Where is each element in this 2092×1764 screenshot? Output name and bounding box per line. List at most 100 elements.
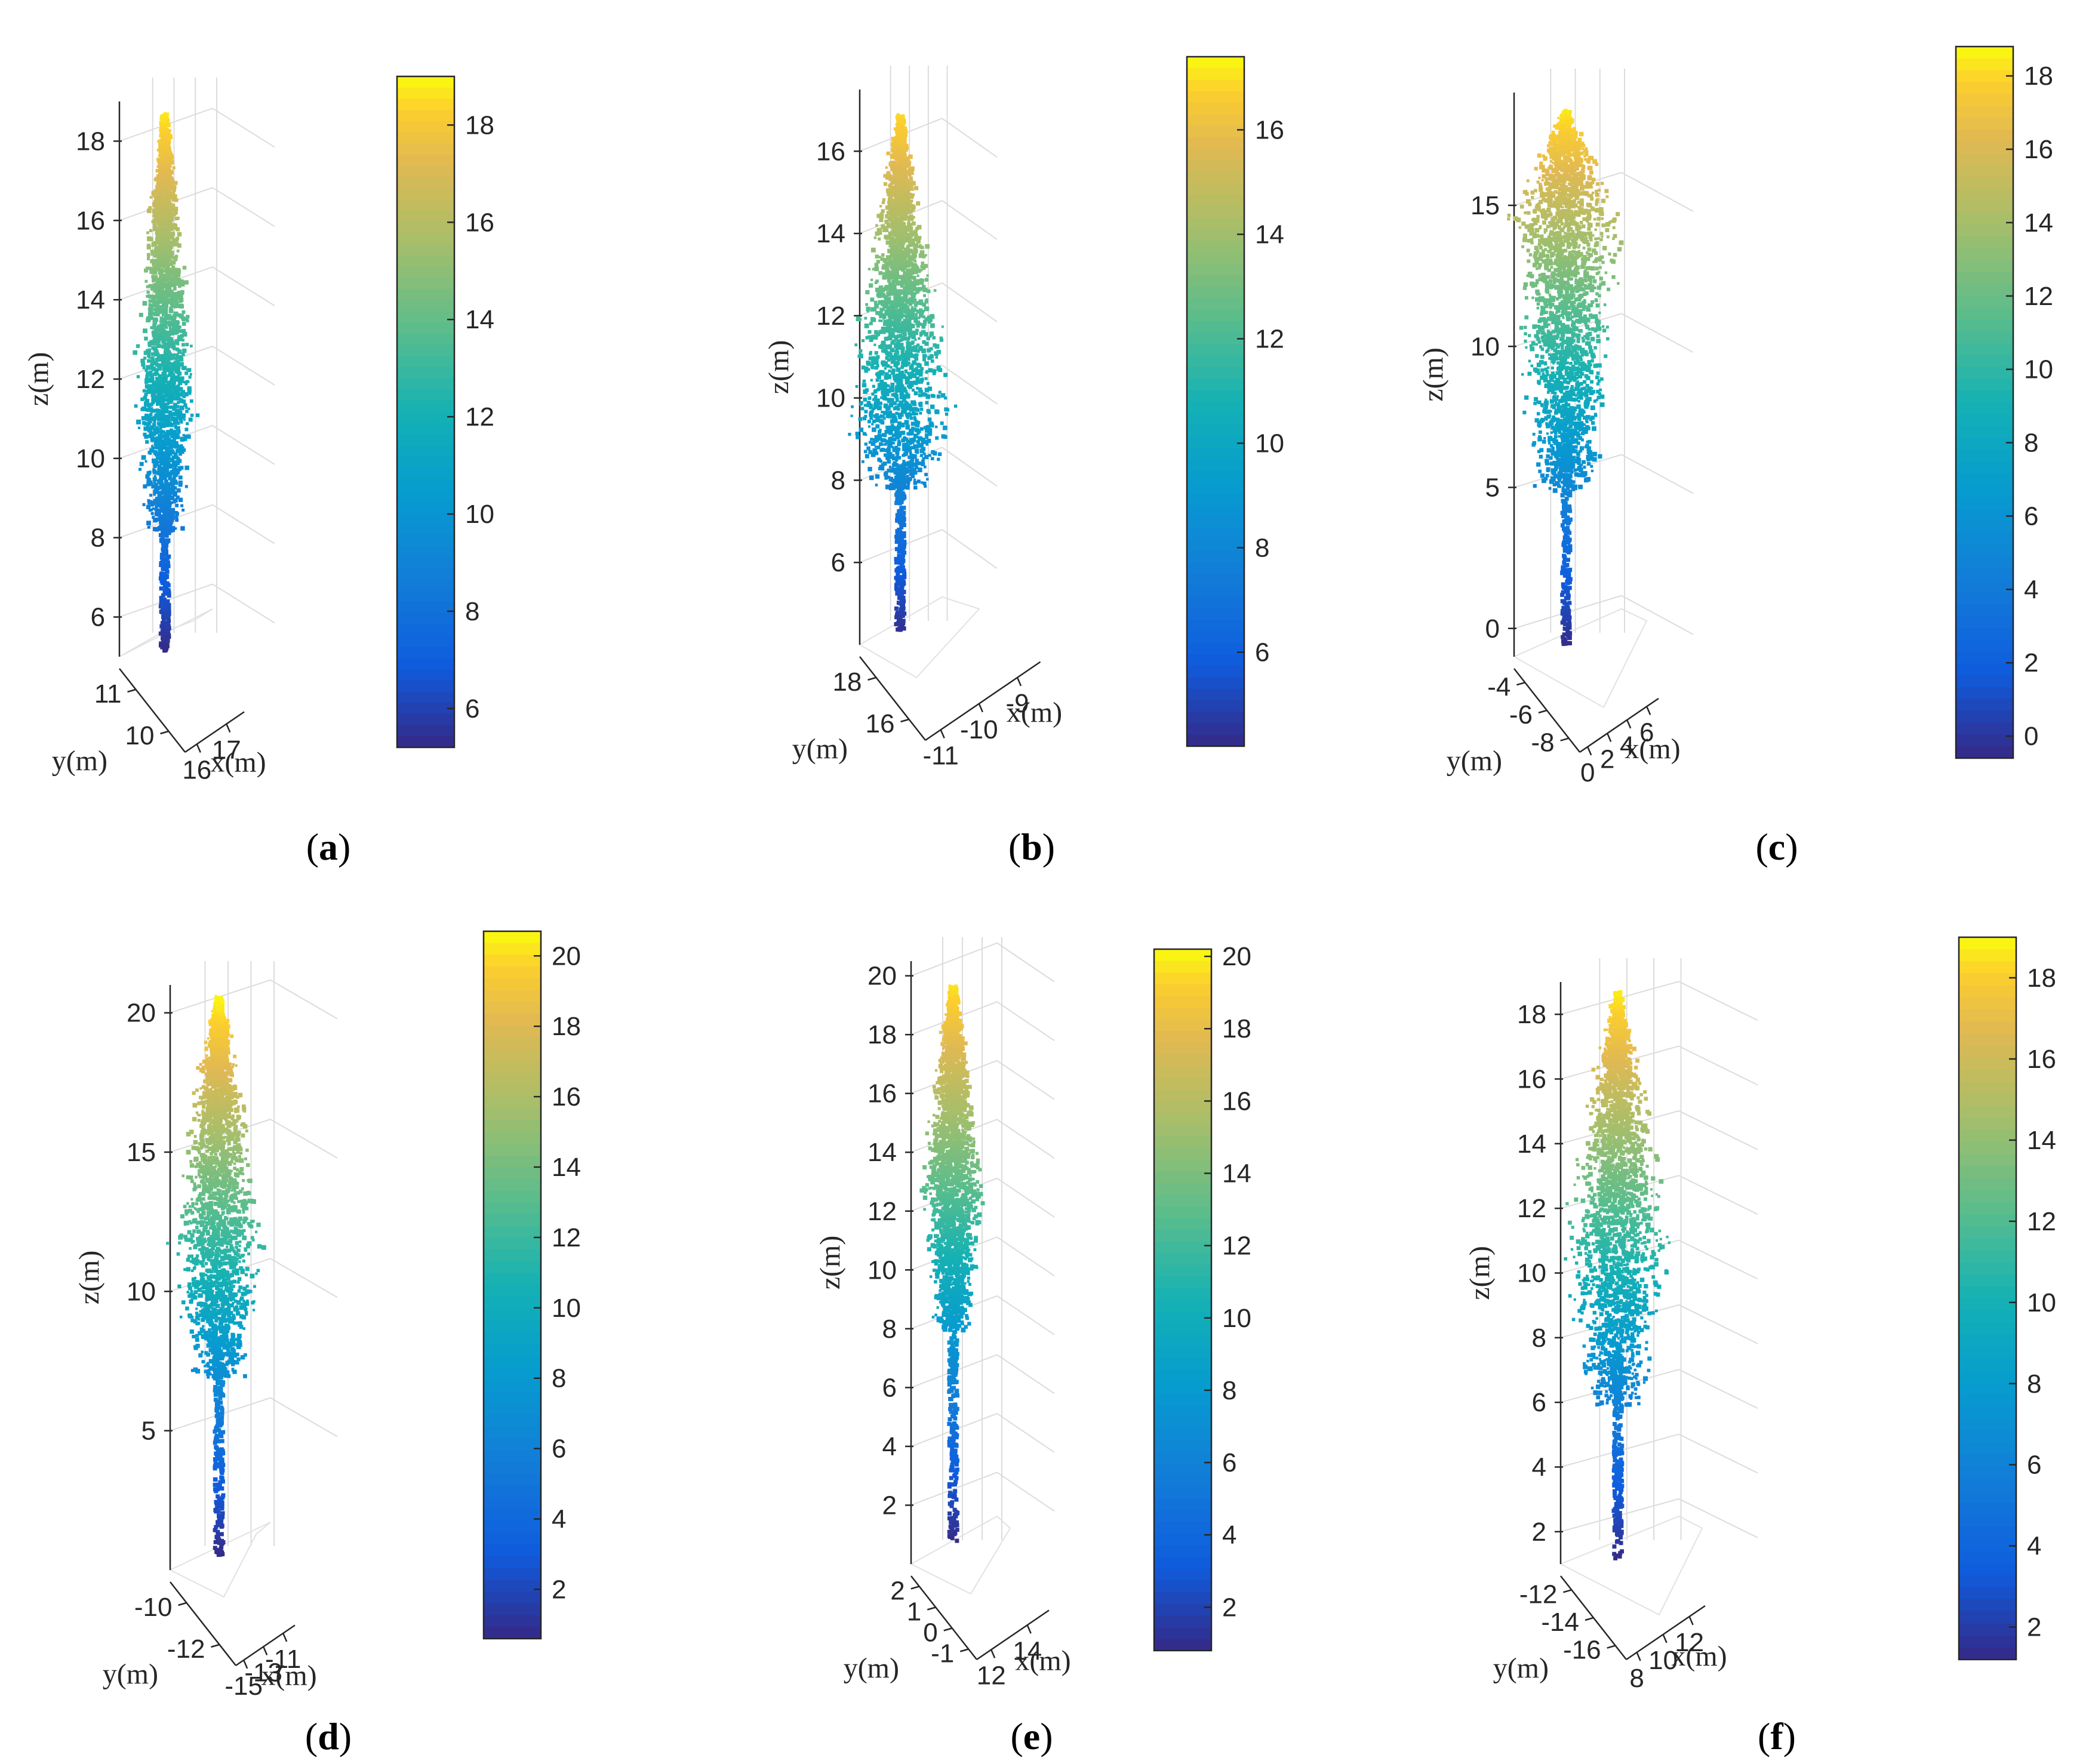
y-tick-label: 18: [833, 667, 862, 697]
crown-point: [887, 358, 891, 362]
crown-point: [914, 238, 918, 242]
crown-point: [183, 403, 187, 407]
crown-point: [162, 263, 167, 268]
trunk-point: [900, 540, 905, 544]
crown-point: [183, 380, 186, 384]
crown-point: [145, 408, 150, 412]
crown-point: [879, 415, 882, 418]
crown-point: [171, 204, 176, 208]
trunk-point: [900, 559, 905, 564]
crown-point: [887, 460, 891, 464]
crown-point: [906, 475, 909, 478]
crown-point: [865, 454, 869, 458]
crown-point: [150, 416, 154, 421]
crown-point: [879, 442, 883, 447]
crown-point: [175, 353, 179, 358]
crown-point: [170, 368, 173, 371]
crown-point: [144, 336, 148, 341]
crown-point: [891, 445, 894, 449]
crown-point: [159, 447, 164, 451]
crown-point: [155, 193, 159, 197]
crown-point: [910, 186, 913, 189]
crown-point: [146, 372, 149, 375]
x-tick-mark: [940, 729, 945, 738]
crown-point: [180, 390, 186, 395]
crown-point: [913, 368, 918, 372]
crown-point: [892, 300, 896, 305]
crown-point: [167, 148, 170, 151]
crown-point: [890, 452, 893, 455]
trunk-point: [901, 473, 906, 478]
crown-point: [155, 372, 158, 375]
crown-point: [902, 201, 906, 205]
crown-point: [164, 228, 169, 233]
crown-point: [156, 438, 159, 442]
crown-point: [166, 298, 170, 303]
crown-point: [147, 418, 152, 424]
crown-point: [918, 337, 921, 340]
crown-point: [159, 396, 163, 400]
crown-point: [156, 250, 161, 255]
crown-point: [909, 176, 913, 180]
crown-point: [916, 201, 921, 206]
trunk-point: [158, 631, 163, 636]
crown-point: [160, 337, 164, 341]
colorbar-segment: [397, 456, 454, 469]
crown-point: [146, 253, 150, 257]
trunk-point: [166, 588, 171, 593]
crown-point: [165, 358, 169, 362]
crown-point: [159, 527, 164, 531]
crown-point: [173, 226, 177, 230]
crown-point: [161, 415, 165, 421]
crown-point: [171, 512, 176, 516]
crown-point: [165, 112, 170, 117]
crown-point: [919, 244, 922, 248]
crown-point: [881, 443, 884, 446]
crown-point: [174, 293, 177, 297]
crown-point: [158, 142, 162, 146]
crown-point: [938, 368, 943, 372]
crown-point: [888, 216, 891, 219]
trunk-point: [896, 488, 901, 492]
crown-point: [167, 131, 171, 135]
crown-point: [891, 424, 894, 427]
crown-point: [868, 441, 872, 444]
crown-point: [158, 365, 162, 370]
crown-point: [879, 418, 884, 424]
crown-point: [157, 263, 161, 267]
crown-point: [914, 420, 918, 424]
crown-point: [178, 452, 182, 456]
crown-point: [143, 432, 147, 436]
crown-point: [152, 507, 155, 510]
crown-point: [158, 328, 161, 331]
crown-point: [907, 337, 910, 340]
crown-point: [156, 247, 162, 253]
crown-point: [895, 341, 899, 344]
crown-point: [164, 316, 168, 321]
crown-point: [161, 320, 164, 323]
crown-point: [156, 479, 161, 483]
crown-point: [174, 361, 177, 364]
crown-point: [171, 293, 176, 298]
crown-point: [885, 166, 888, 169]
crown-point: [147, 343, 152, 347]
y-tick-label: 11: [94, 679, 122, 709]
crown-point: [159, 216, 164, 219]
crown-point: [185, 410, 189, 413]
y-tick-mark: [127, 688, 136, 693]
crown-point: [170, 450, 174, 455]
trunk-point: [899, 568, 903, 573]
crown-point: [164, 304, 169, 308]
trunk-point: [902, 590, 906, 595]
trunk-point: [161, 636, 165, 641]
crown-point: [174, 328, 179, 334]
crown-point: [149, 229, 153, 233]
crown-point: [168, 257, 172, 261]
crown-point: [159, 223, 164, 228]
crown-point: [151, 326, 155, 330]
crown-point: [161, 424, 165, 428]
crown-point: [905, 318, 907, 321]
crown-point: [165, 524, 168, 527]
colorbar-segment: [397, 210, 454, 223]
crown-point: [153, 204, 159, 208]
